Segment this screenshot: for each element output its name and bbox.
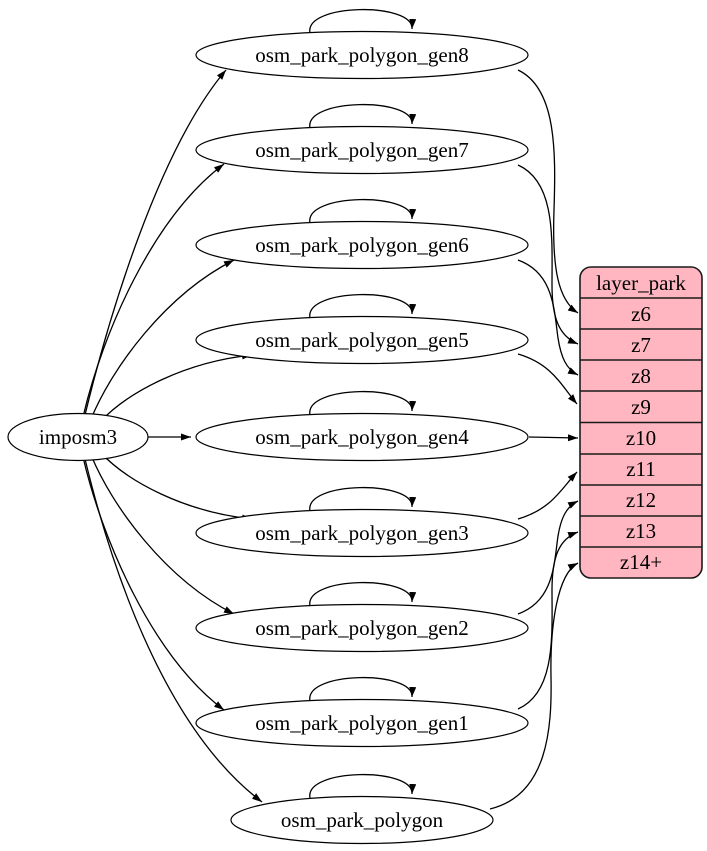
- self-loop-gen2: [309, 581, 417, 607]
- edge-imposm3-to-polygon: [84, 458, 263, 803]
- layer-park-title: layer_park: [596, 271, 686, 295]
- node-osm-park-polygon-gen5: osm_park_polygon_gen5: [195, 315, 529, 365]
- gen2-label: osm_park_polygon_gen2: [255, 616, 468, 640]
- gen1-label: osm_park_polygon_gen1: [255, 711, 468, 735]
- gen7-ellipse: [195, 125, 529, 175]
- edge-gen1-to-z13: [517, 531, 579, 710]
- self-loop-gen6: [309, 198, 417, 224]
- self-loop-gen4: [309, 390, 417, 416]
- self-loop-gen5: [309, 293, 417, 319]
- imposm3-label: imposm3: [39, 425, 117, 449]
- edge-imposm3-to-gen7: [82, 163, 225, 418]
- edge-imposm3-to-gen5: [99, 352, 253, 423]
- edge-polygon-to-z14plus: [489, 562, 579, 810]
- gen3-label: osm_park_polygon_gen3: [255, 521, 468, 545]
- row-z12: z12: [626, 488, 656, 512]
- gen7-label: osm_park_polygon_gen7: [255, 138, 468, 162]
- layer-park-table: layer_park z6 z7 z8 z9 z10 z11 z12 z13 z…: [579, 266, 703, 579]
- edge-gen3-to-z11: [517, 471, 578, 520]
- edge-imposm3-to-gen1: [82, 456, 225, 711]
- edge-gen2-to-z12: [517, 500, 579, 615]
- edge-gen6-to-z8: [517, 259, 579, 376]
- row-z11: z11: [626, 457, 656, 481]
- self-loop-gen1: [309, 676, 417, 702]
- gen5-ellipse: [195, 315, 529, 365]
- row-z7: z7: [631, 333, 651, 357]
- node-osm-park-polygon-gen7: osm_park_polygon_gen7: [195, 125, 529, 175]
- row-z13: z13: [626, 519, 656, 543]
- row-z9: z9: [631, 395, 651, 419]
- gen2-ellipse: [195, 603, 529, 653]
- gen6-label: osm_park_polygon_gen6: [255, 233, 468, 257]
- node-osm-park-polygon-gen8: osm_park_polygon_gen8: [195, 30, 529, 80]
- polygon-label: osm_park_polygon: [281, 808, 444, 832]
- edge-imposm3-to-gen3: [99, 451, 253, 522]
- edge-gen8-to-z6: [517, 69, 579, 314]
- gen5-label: osm_park_polygon_gen5: [255, 328, 468, 352]
- edge-imposm3-to-gen6: [90, 259, 235, 420]
- gen4-ellipse: [195, 412, 529, 462]
- gen3-ellipse: [195, 508, 529, 558]
- node-osm-park-polygon-gen4: osm_park_polygon_gen4: [195, 412, 529, 462]
- gen6-ellipse: [195, 220, 529, 270]
- node-osm-park-polygon-gen6: osm_park_polygon_gen6: [195, 220, 529, 270]
- self-loop-gen3: [309, 486, 417, 512]
- gen8-ellipse: [195, 30, 529, 80]
- self-loop-gen8: [309, 8, 417, 34]
- gen8-label: osm_park_polygon_gen8: [255, 43, 468, 67]
- node-osm-park-polygon-gen2: osm_park_polygon_gen2: [195, 603, 529, 653]
- row-z14plus: z14+: [620, 550, 662, 574]
- edge-imposm3-to-gen2: [90, 454, 235, 615]
- polygon-ellipse: [230, 795, 494, 845]
- edge-gen7-to-z7: [517, 164, 579, 345]
- self-loop-gen7: [309, 103, 417, 129]
- self-loop-polygon: [309, 773, 417, 799]
- node-osm-park-polygon-gen3: osm_park_polygon_gen3: [195, 508, 529, 558]
- row-z8: z8: [631, 364, 651, 388]
- node-imposm3: imposm3: [7, 412, 149, 462]
- row-z10: z10: [626, 426, 656, 450]
- edge-gen5-to-z9: [517, 353, 578, 405]
- edge-gen4-to-z10: [528, 434, 579, 442]
- edge-imposm3-to-gen8: [84, 69, 227, 416]
- row-z6: z6: [631, 302, 651, 326]
- gen4-label: osm_park_polygon_gen4: [255, 425, 469, 449]
- edges-to-layer-table: [489, 69, 579, 810]
- node-osm-park-polygon: osm_park_polygon: [230, 795, 494, 845]
- edges-from-source: [82, 69, 263, 803]
- imposm3-ellipse: [7, 412, 149, 462]
- gen1-ellipse: [195, 698, 529, 748]
- self-loop-edges: [309, 8, 417, 799]
- node-osm-park-polygon-gen1: osm_park_polygon_gen1: [195, 698, 529, 748]
